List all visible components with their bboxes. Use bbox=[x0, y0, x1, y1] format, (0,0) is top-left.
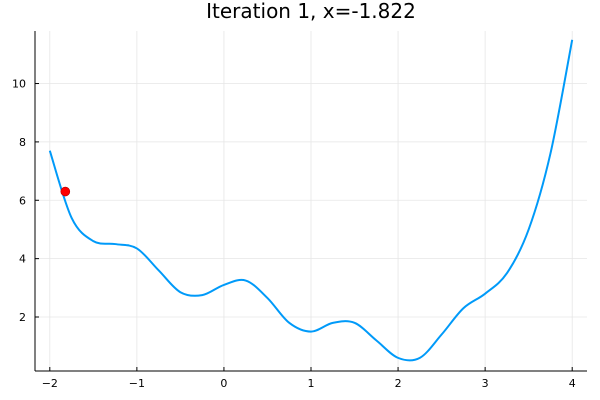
y-tick-label: 2 bbox=[19, 311, 26, 324]
x-tick-label: 0 bbox=[220, 377, 227, 390]
x-tick-label: 1 bbox=[308, 377, 315, 390]
x-tick-label: 2 bbox=[395, 377, 402, 390]
current-point-marker bbox=[60, 186, 71, 197]
x-tick-label: 3 bbox=[482, 377, 489, 390]
y-tick-label: 6 bbox=[19, 194, 26, 207]
series-line bbox=[48, 39, 574, 362]
x-tick-label: −1 bbox=[129, 377, 145, 390]
x-tick-label: 4 bbox=[569, 377, 576, 390]
axes: −2 −1 0 1 2 3 4 2 4 6 8 10 bbox=[12, 31, 587, 390]
y-tick-label: 10 bbox=[12, 78, 26, 91]
series-layer bbox=[48, 39, 574, 362]
y-tick-label: 4 bbox=[19, 253, 26, 266]
chart-title: Iteration 1, x=-1.822 bbox=[206, 0, 416, 23]
marker-layer bbox=[60, 186, 71, 197]
y-tick-label: 8 bbox=[19, 136, 26, 149]
grid bbox=[35, 31, 587, 371]
x-tick-label: −2 bbox=[42, 377, 58, 390]
